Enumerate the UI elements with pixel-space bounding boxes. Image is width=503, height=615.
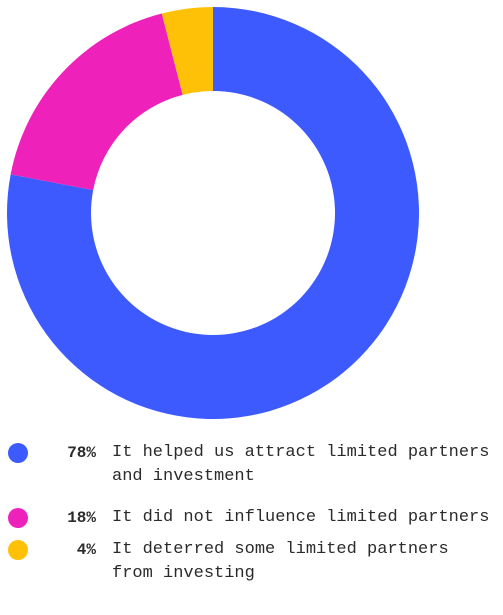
legend-value: 18% [67,509,96,527]
donut-segment [161,7,213,95]
donut-segment [10,13,183,191]
legend-label: It helped us attract limited partners an… [112,443,490,486]
donut-chart [6,7,419,419]
legend-value: 4% [76,541,96,559]
legend-swatch [8,540,28,560]
legend-label: It did not influence limited partners [112,508,490,527]
legend-label: It deterred some limited partners from i… [112,540,449,583]
legend-swatch [8,508,28,528]
legend-swatch [8,443,28,463]
legend-value: 78% [67,444,96,462]
donut-segment [6,7,419,419]
legend-item: 78% It helped us attract limited partners… [0,441,503,489]
legend-item: 4% It deterred some limited partners from… [0,538,503,586]
legend-item: 18% It did not influence limited partners [0,506,503,554]
